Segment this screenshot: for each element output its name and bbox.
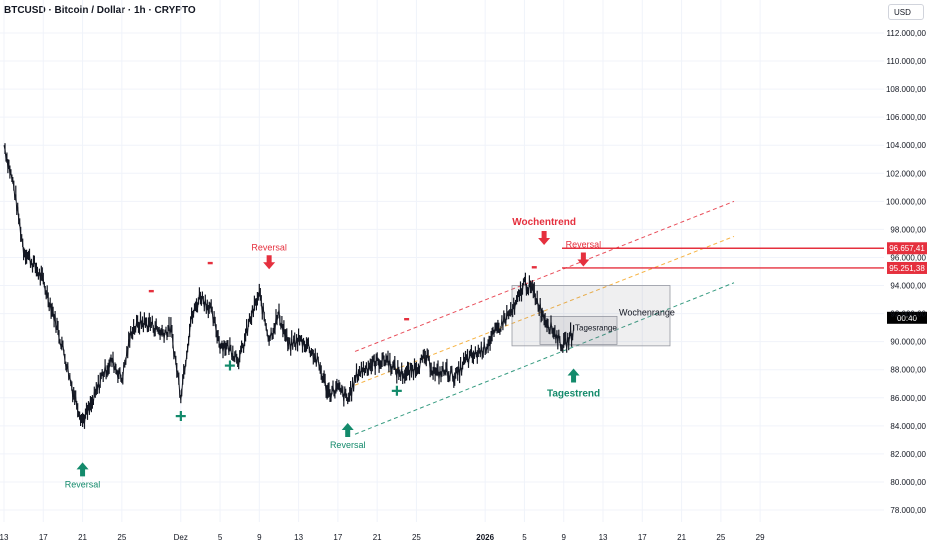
reversal-label: Reversal [330, 440, 366, 450]
y-tick-label: 102.000,00 [886, 169, 927, 178]
plus-marker [179, 411, 182, 422]
minus-marker [148, 289, 154, 293]
x-tick-label: 21 [78, 533, 87, 542]
reversal-up-arrow [76, 462, 89, 477]
reversal-down-arrow [263, 255, 276, 270]
y-tick-label: 78.000,00 [890, 506, 926, 515]
x-tick-label: 25 [117, 533, 126, 542]
x-axis[interactable]: 13 17 21 25 Dez 5 9 13 17 21 25 2026 5 9 13 17 21 25 29 [0, 533, 765, 542]
y-tick-label: 92.000,00 [890, 310, 926, 319]
channel-line [354, 200, 735, 352]
x-tick-label: Dez [174, 533, 188, 542]
x-tick-label: 17 [333, 533, 342, 542]
y-tick-label: 110.000,00 [887, 57, 927, 66]
y-tick-label: 86.000,00 [890, 394, 926, 403]
time-tag [887, 311, 927, 324]
price-series [3, 143, 575, 429]
reversal-up-arrow [341, 423, 354, 438]
wochentrend-label: Wochentrend [512, 217, 576, 228]
reversal-label: Reversal [566, 239, 602, 249]
x-tick-label: 2026 [476, 533, 494, 542]
x-tick-label: 9 [257, 533, 262, 542]
level-price-tag [887, 242, 927, 255]
x-tick-label: 5 [218, 533, 223, 542]
currency-selector[interactable]: USD [888, 4, 924, 20]
x-tick-label: 13 [294, 533, 303, 542]
markers: Reversal Reversal Reversal Reversal Wochentr… [65, 217, 675, 489]
grid [0, 0, 884, 522]
x-tick-label: 13 [0, 533, 9, 542]
x-tick-label: 25 [716, 533, 725, 542]
x-tick-label: 17 [638, 533, 647, 542]
minus-marker [404, 318, 410, 321]
tagesrange-label: Tagesrange [575, 323, 617, 332]
price-line [3, 145, 575, 424]
x-tick-label: 25 [412, 533, 421, 542]
channel-line [354, 235, 735, 386]
y-tick-label: 90.000,00 [890, 338, 926, 347]
reversal-down-arrow [577, 252, 590, 267]
x-tick-label: 29 [756, 533, 765, 542]
y-axis[interactable]: 112.000,00 110.000,00 108.000,00 106.000,00… [886, 29, 927, 515]
trend-channel [354, 200, 735, 435]
minus-marker [207, 261, 213, 265]
reversal-label: Reversal [65, 479, 101, 489]
y-tick-label: 108.000,00 [886, 85, 927, 94]
horizontal-levels: 96.657,41 95.251,38 00:40 [562, 242, 927, 324]
plus-marker [228, 360, 232, 371]
x-tick-label: 9 [562, 533, 567, 542]
range-boxes [511, 285, 671, 347]
x-tick-label: 17 [39, 533, 48, 542]
y-tick-label: 94.000,00 [890, 282, 926, 291]
symbol-title: BTCUSD · Bitcoin / Dollar · 1h · CRYPTO [4, 5, 196, 16]
minus-marker [531, 266, 537, 269]
y-tick-label: 88.000,00 [890, 366, 926, 375]
wochenrange-label: Wochenrange [619, 308, 675, 318]
y-tick-label: 112.000,00 [887, 29, 927, 38]
y-tick-label: 80.000,00 [890, 478, 926, 487]
tagestrend-label: Tagestrend [547, 389, 600, 400]
level-price-label: 95.251,38 [889, 264, 925, 273]
time-tag-label: 00:40 [897, 314, 918, 323]
y-tick-label: 104.000,00 [886, 141, 927, 150]
channel-line [354, 282, 735, 435]
y-tick-label: 82.000,00 [890, 450, 926, 459]
x-tick-label: 21 [373, 533, 382, 542]
plus-marker [395, 385, 398, 396]
x-tick-label: 21 [677, 533, 686, 542]
y-tick-label: 106.000,00 [886, 113, 927, 122]
wochentrend-arrow [538, 231, 551, 246]
level-price-label: 96.657,41 [889, 244, 925, 253]
x-tick-label: 13 [599, 533, 608, 542]
y-tick-label: 100.000,00 [886, 197, 927, 206]
wochenrange-box [511, 285, 671, 347]
y-tick-label: 84.000,00 [890, 422, 926, 431]
level-price-tag [887, 261, 927, 274]
x-tick-label: 5 [522, 533, 527, 542]
reversal-label: Reversal [251, 242, 287, 252]
y-tick-label: 96.000,00 [890, 253, 926, 262]
y-tick-label: 98.000,00 [890, 225, 926, 234]
tagestrend-arrow [567, 368, 580, 383]
